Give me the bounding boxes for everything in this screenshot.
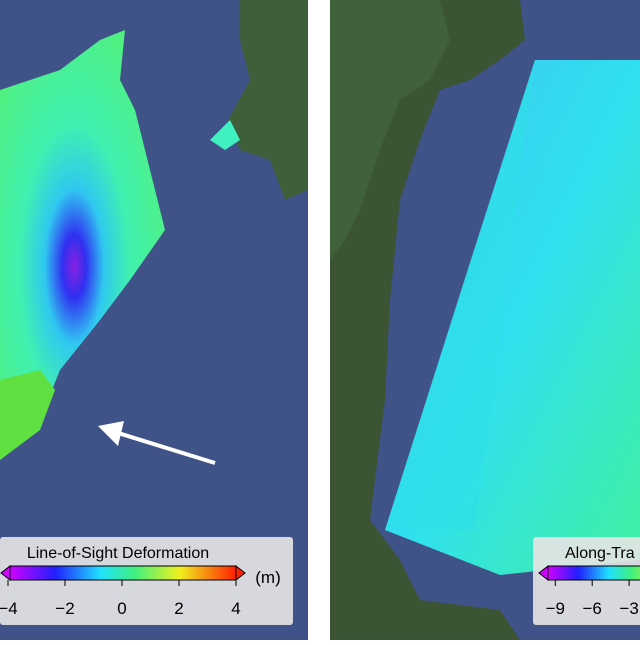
- colorbar-end: [0, 564, 11, 582]
- colorbar-end: [235, 564, 246, 582]
- arrow: [114, 430, 216, 465]
- colorbar-title: Along-Tra: [565, 545, 635, 562]
- tick-label: −9: [546, 599, 565, 618]
- deformation: [0, 370, 55, 460]
- colorbar-box: [533, 537, 640, 625]
- colorbar-title: Line-of-Sight Deformation: [27, 545, 209, 562]
- colorbar-unit: (m): [255, 568, 280, 587]
- colorbar: [547, 565, 640, 581]
- tick-label: 4: [231, 599, 240, 618]
- colorbar-box: [0, 537, 293, 625]
- left-panel: [0, 0, 308, 640]
- land: [330, 0, 450, 260]
- gap: [308, 0, 330, 640]
- tick-label: −3: [619, 599, 638, 618]
- deformation: [385, 60, 535, 530]
- land: [330, 0, 525, 640]
- tick-label: −4: [0, 599, 18, 618]
- tick-label: 2: [174, 599, 183, 618]
- deformation: [0, 30, 165, 460]
- colorbar: [9, 565, 237, 581]
- colorbar-end: [538, 564, 549, 582]
- tick-label: −6: [583, 599, 602, 618]
- right-panel: [330, 0, 640, 640]
- deformation: [210, 120, 240, 150]
- land: [228, 0, 308, 200]
- tick-label: −2: [55, 599, 74, 618]
- arrow-head: [98, 421, 124, 446]
- tick-label: 0: [117, 599, 126, 618]
